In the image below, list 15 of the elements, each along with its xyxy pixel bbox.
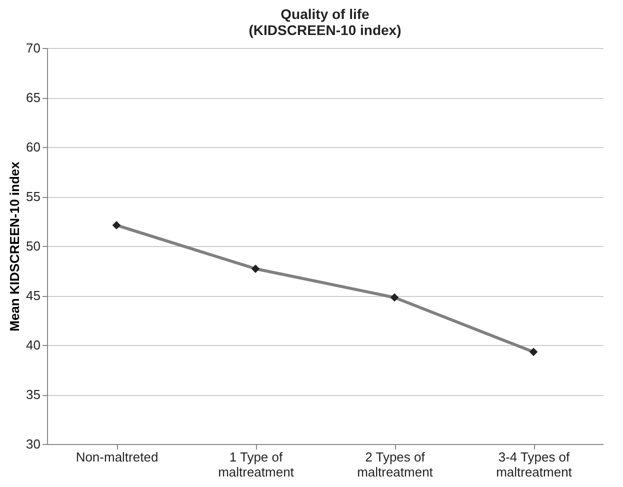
y-tick-label: 60 xyxy=(26,140,40,154)
y-tick-label: 35 xyxy=(26,387,40,402)
y-tick-label: 65 xyxy=(26,90,40,105)
y-axis-title: Mean KIDSCREEN-10 index xyxy=(7,160,22,332)
y-tick-label: 50 xyxy=(26,238,40,254)
y-tick-label: 40 xyxy=(26,338,40,352)
x-tick-label: 2 Types of maltreatment xyxy=(357,450,434,480)
y-tick-label: 45 xyxy=(26,288,40,303)
y-tick-label: 70 xyxy=(26,40,40,56)
chart-title: Quality of life (KIDSCREEN-10 index) xyxy=(248,6,402,38)
y-tick-label: 30 xyxy=(26,436,40,452)
y-tick-label: 55 xyxy=(26,189,40,204)
x-tick-label: Non-maltreted xyxy=(76,450,158,464)
x-tick-label: 3-4 Types of maltreatment xyxy=(496,450,572,480)
x-tick-label: 1 Type of maltreatment xyxy=(218,450,294,480)
